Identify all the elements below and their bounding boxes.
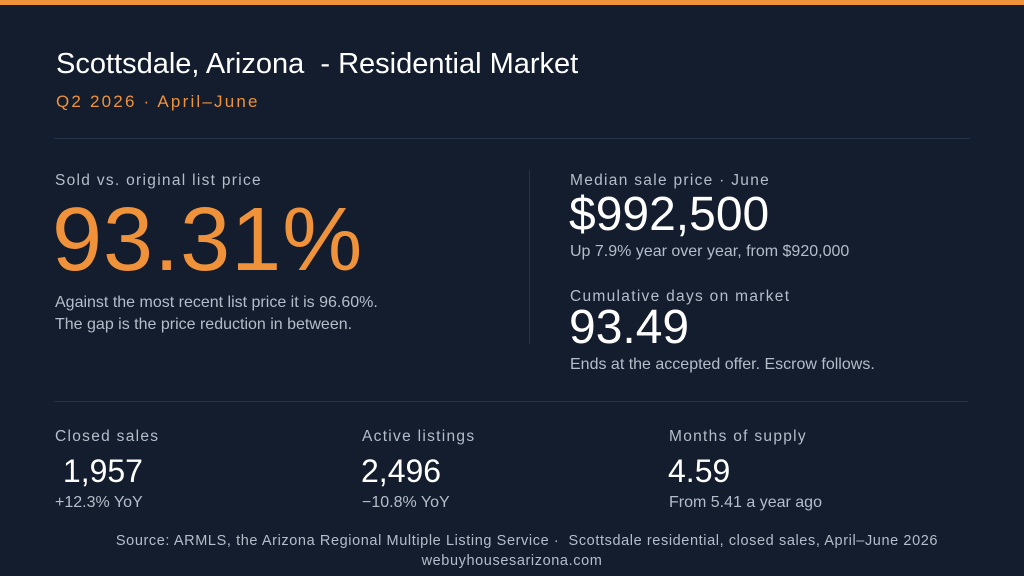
sold-vs-list-label: Sold vs. original list price [55, 172, 262, 189]
sold-vs-list-note-line2: The gap is the price reduction in betwee… [55, 316, 353, 333]
top-divider [54, 138, 970, 139]
median-price-label: Median sale price · June [570, 172, 771, 189]
days-on-market-note: Ends at the accepted offer. Escrow follo… [570, 356, 875, 373]
days-on-market-value: 93.49 [569, 301, 690, 354]
closed-sales-value: 1,957 [54, 453, 143, 489]
site-credit: webuyhousesarizona.com [421, 553, 603, 569]
closed-sales-change: +12.3% YoY [55, 494, 143, 511]
sold-vs-list-note-line1: Against the most recent list price it is… [55, 294, 378, 311]
days-on-market-label: Cumulative days on market [570, 288, 791, 305]
source-note: Source: ARMLS, the Arizona Regional Mult… [115, 533, 939, 549]
active-listings-change: −10.8% YoY [362, 494, 450, 511]
page-title: Scottsdale, Arizona - Residential Market [56, 48, 579, 80]
active-listings-label: Active listings [362, 428, 476, 445]
sold-vs-list-value: 93.31% [52, 190, 364, 290]
closed-sales-label: Closed sales [55, 428, 160, 445]
page-subtitle: Q2 2026 · April–June [56, 92, 260, 111]
median-price-note: Up 7.9% year over year, from $920,000 [570, 243, 850, 260]
months-of-supply-value: 4.59 [668, 453, 731, 489]
vertical-divider [529, 170, 530, 344]
months-of-supply-label: Months of supply [669, 428, 807, 445]
months-of-supply-change: From 5.41 a year ago [669, 494, 822, 511]
active-listings-value: 2,496 [361, 453, 442, 489]
bottom-divider [54, 401, 968, 402]
median-price-value: $992,500 [569, 188, 770, 241]
accent-top-bar [0, 0, 1024, 5]
